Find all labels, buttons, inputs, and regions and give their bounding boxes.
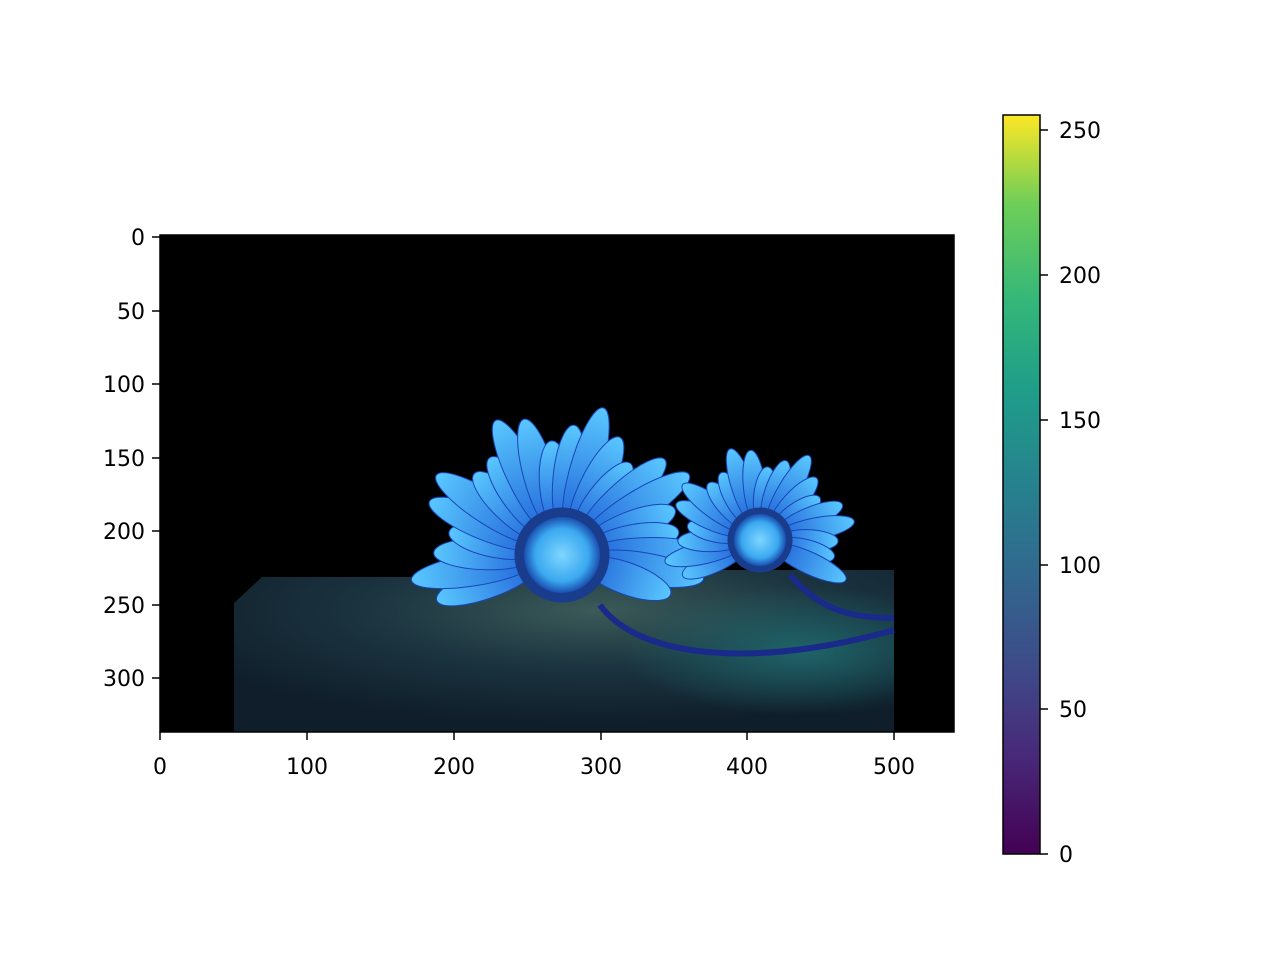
flower-small — [664, 448, 855, 584]
y-tick-label: 50 — [117, 300, 145, 325]
y-tick-label: 250 — [103, 594, 145, 619]
y-tick-label: 0 — [131, 226, 145, 251]
y-tick-label: 300 — [103, 667, 145, 692]
x-tick-label: 500 — [873, 755, 915, 780]
x-tick-label: 100 — [286, 755, 328, 780]
flower-large — [410, 407, 711, 607]
colorbar-gradient — [1003, 115, 1040, 854]
y-tick-label: 200 — [103, 520, 145, 545]
colorbar: 0 50 100 150 200 250 — [1002, 114, 1101, 868]
x-axis: 0 100 200 300 400 500 — [153, 732, 915, 780]
colorbar-tick-label: 50 — [1059, 698, 1087, 723]
colorbar-tick-label: 250 — [1059, 119, 1101, 144]
flower-image — [160, 235, 954, 732]
x-tick-label: 400 — [726, 755, 768, 780]
flower-center — [524, 517, 600, 593]
ground-highlight — [440, 570, 894, 732]
image-frame — [159, 234, 955, 733]
colorbar-tick-label: 0 — [1059, 843, 1073, 868]
colorbar-tick-label: 200 — [1059, 264, 1101, 289]
colorbar-tick-label: 100 — [1059, 554, 1101, 579]
colorbar-frame — [1002, 114, 1041, 855]
stem-large — [597, 603, 895, 657]
flower-center — [734, 514, 786, 566]
x-tick-label: 200 — [433, 755, 475, 780]
stem-small — [787, 573, 895, 621]
x-tick-label: 300 — [580, 755, 622, 780]
y-tick-label: 100 — [103, 373, 145, 398]
x-tick-label: 0 — [153, 755, 167, 780]
y-tick-label: 150 — [103, 447, 145, 472]
colorbar-tick-label: 150 — [1059, 409, 1101, 434]
y-axis: 0 50 100 150 200 250 300 — [103, 226, 160, 692]
